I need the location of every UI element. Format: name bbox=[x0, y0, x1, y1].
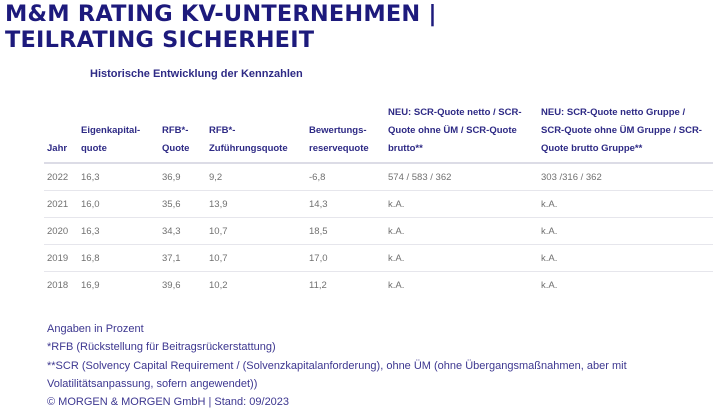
table-row: 2022 16,3 36,9 9,2 -6,8 574 / 583 / 362 303 /3… bbox=[44, 163, 713, 191]
cell-rfb-quote: 35,6 bbox=[159, 190, 206, 218]
table-row: 2018 16,9 39,6 10,2 11,2 k.A. k.A. bbox=[44, 272, 713, 299]
cell-eigenkapitalquote: 16,8 bbox=[78, 244, 159, 272]
cell-scr-quote: k.A. bbox=[385, 190, 538, 218]
cell-rfb-quote: 34,3 bbox=[159, 217, 206, 245]
cell-eigenkapitalquote: 16,3 bbox=[78, 163, 159, 191]
cell-scr-quote: k.A. bbox=[385, 244, 538, 272]
kennzahlen-table: Jahr Eigenkapital-quote RFB*-Quote RFB*-… bbox=[44, 104, 713, 298]
footnote-scr-cont: Volatilitätsanpassung, sofern angewendet… bbox=[47, 377, 258, 390]
footnote-unit: Angaben in Prozent bbox=[47, 323, 144, 335]
cell-scr-quote-gruppe: 303 /316 / 362 bbox=[538, 163, 713, 191]
page-title: M&M RATING KV-UNTERNEHMEN | TEILRATING S… bbox=[5, 2, 437, 54]
cell-rfb-zufuehrungsquote: 10,7 bbox=[206, 244, 306, 272]
cell-rfb-zufuehrungsquote: 13,9 bbox=[206, 190, 306, 218]
cell-eigenkapitalquote: 16,0 bbox=[78, 190, 159, 218]
cell-bewertungsreservequote: 14,3 bbox=[306, 190, 385, 218]
cell-scr-quote: 574 / 583 / 362 bbox=[385, 163, 538, 191]
cell-scr-quote-gruppe: k.A. bbox=[541, 279, 558, 291]
header-scr-quote: NEU: SCR-Quote netto / SCR-Quote ohne ÜM… bbox=[385, 104, 538, 164]
table-row: 2020 16,3 34,3 10,7 18,5 k.A. k.A. bbox=[44, 217, 713, 245]
cell-jahr: 2020 bbox=[44, 217, 78, 245]
header-eigenkapitalquote: Eigenkapital-quote bbox=[78, 104, 159, 164]
copyright: © MORGEN & MORGEN GmbH | Stand: 09/2023 bbox=[47, 396, 290, 409]
footnotes: Angaben in Prozent *RFB (Rückstellung fü… bbox=[47, 320, 627, 411]
cell-scr-quote: k.A. bbox=[385, 217, 538, 245]
cell-eigenkapitalquote: 16,3 bbox=[78, 217, 159, 245]
cell-jahr: 2021 bbox=[44, 190, 78, 218]
cell-jahr: 2018 bbox=[47, 279, 69, 291]
table-row: 2019 16,8 37,1 10,7 17,0 k.A. k.A. bbox=[44, 244, 713, 272]
cell-rfb-zufuehrungsquote: 10,7 bbox=[206, 217, 306, 245]
cell-bewertungsreservequote: 11,2 bbox=[309, 279, 327, 291]
cell-bewertungsreservequote: -6,8 bbox=[306, 163, 385, 191]
cell-scr-quote: k.A. bbox=[388, 279, 405, 291]
title-line-2: TEILRATING SICHERHEIT bbox=[5, 28, 315, 53]
header-rfb-quote: RFB*-Quote bbox=[159, 104, 206, 164]
cell-bewertungsreservequote: 17,0 bbox=[306, 244, 385, 272]
footnote-rfb: *RFB (Rückstellung für Beitragsrückersta… bbox=[47, 341, 276, 354]
cell-scr-quote-gruppe: k.A. bbox=[538, 190, 713, 218]
cell-rfb-quote: 37,1 bbox=[159, 244, 206, 272]
header-bewertungsreservequote: Bewertungs-reservequote bbox=[306, 104, 385, 164]
cell-eigenkapitalquote: 16,9 bbox=[81, 279, 100, 291]
cell-rfb-quote: 36,9 bbox=[159, 163, 206, 191]
footnote-scr: **SCR (Solvency Capital Requirement / (S… bbox=[47, 359, 627, 372]
table-header-row: Jahr Eigenkapital-quote RFB*-Quote RFB*-… bbox=[44, 104, 713, 164]
cell-bewertungsreservequote: 18,5 bbox=[306, 217, 385, 245]
cell-scr-quote-gruppe: k.A. bbox=[538, 217, 713, 245]
table-subtitle: Historische Entwicklung der Kennzahlen bbox=[90, 68, 303, 80]
title-line-1: M&M RATING KV-UNTERNEHMEN | bbox=[5, 2, 437, 27]
cell-rfb-quote: 39,6 bbox=[162, 279, 181, 291]
cell-scr-quote-gruppe: k.A. bbox=[538, 244, 713, 272]
cell-rfb-zufuehrungsquote: 10,2 bbox=[209, 279, 228, 291]
table-row: 2021 16,0 35,6 13,9 14,3 k.A. k.A. bbox=[44, 190, 713, 218]
header-jahr: Jahr bbox=[44, 104, 78, 164]
cell-jahr: 2019 bbox=[44, 244, 78, 272]
header-rfb-zufuehrungsquote: RFB*-Zuführungsquote bbox=[206, 104, 306, 164]
cell-jahr: 2022 bbox=[44, 163, 78, 191]
cell-rfb-zufuehrungsquote: 9,2 bbox=[206, 163, 306, 191]
header-scr-quote-gruppe: NEU: SCR-Quote netto Gruppe / SCR-Quote … bbox=[538, 104, 713, 164]
